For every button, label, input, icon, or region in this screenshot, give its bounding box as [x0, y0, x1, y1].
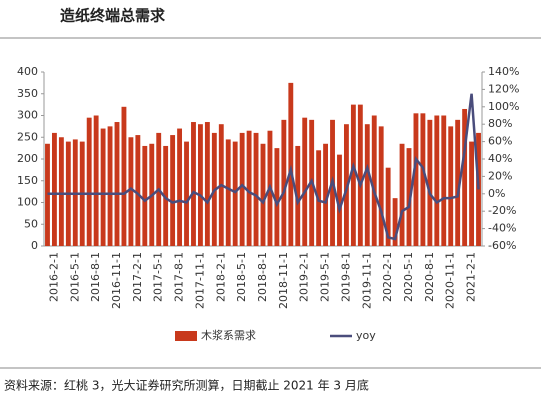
- y-tick-label: 0: [31, 239, 38, 252]
- bar: [239, 132, 245, 246]
- bar: [142, 145, 148, 246]
- y-tick-label: 200: [17, 152, 38, 165]
- bar: [246, 130, 252, 246]
- bar: [260, 143, 266, 246]
- bar: [197, 124, 203, 246]
- y-tick-label: 150: [17, 174, 38, 187]
- x-tick-label: 2019-8-1: [339, 252, 352, 302]
- x-tick-label: 2016-8-1: [89, 252, 102, 302]
- y2-tick-label: 100%: [488, 100, 519, 113]
- bar: [302, 117, 308, 246]
- x-tick-label: 2017-11-1: [193, 252, 206, 309]
- y2-tick-label: 120%: [488, 82, 519, 95]
- bar: [281, 119, 287, 246]
- bar: [121, 106, 127, 246]
- bar: [107, 126, 113, 246]
- x-tick-label: 2020-5-1: [402, 252, 415, 302]
- x-tick-label: 2020-2-1: [381, 252, 394, 302]
- y-tick-label: 400: [17, 65, 38, 78]
- bar: [434, 115, 440, 246]
- bar: [420, 113, 426, 246]
- bar: [232, 141, 238, 246]
- bar: [448, 126, 454, 246]
- x-tick-label: 2018-2-1: [214, 252, 227, 302]
- x-tick-label: 2018-11-1: [277, 252, 290, 309]
- bar: [58, 137, 64, 246]
- y-tick-label: 350: [17, 87, 38, 100]
- bar: [337, 154, 342, 246]
- x-tick-label: 2018-8-1: [256, 252, 269, 302]
- y-tick-label: 100: [17, 196, 38, 209]
- x-tick-label: 2016-2-1: [47, 252, 60, 302]
- y2-tick-label: 40%: [488, 152, 512, 165]
- bar: [392, 198, 398, 246]
- bar: [170, 135, 176, 246]
- source-note: 资料来源：红桃 3，光大证券研究所测算，日期截止 2021 年 3 月底: [4, 378, 369, 393]
- bar: [469, 141, 475, 246]
- x-tick-label: 2017-8-1: [173, 252, 186, 302]
- bar: [364, 124, 370, 246]
- bar: [350, 104, 356, 246]
- bar: [163, 145, 169, 246]
- y-tick-label: 250: [17, 130, 38, 143]
- x-tick-label: 2016-5-1: [68, 252, 81, 302]
- legend-swatch: [175, 331, 197, 341]
- y-tick-label: 50: [24, 217, 38, 230]
- bar: [406, 148, 412, 246]
- bar: [184, 141, 189, 246]
- y2-tick-label: -20%: [488, 204, 516, 217]
- legend-label: yoy: [356, 329, 376, 342]
- bar: [399, 143, 405, 246]
- bar: [86, 117, 92, 246]
- y2-tick-label: 80%: [488, 117, 512, 130]
- bar: [135, 135, 141, 246]
- bar: [371, 115, 377, 246]
- y-tick-label: 300: [17, 109, 38, 122]
- bar: [204, 122, 210, 246]
- bar: [462, 108, 468, 246]
- y2-tick-label: 0%: [488, 187, 505, 200]
- y2-tick-label: 20%: [488, 169, 512, 182]
- x-tick-label: 2016-11-1: [110, 252, 123, 309]
- legend-label: 木浆系需求: [201, 328, 256, 342]
- bar: [441, 115, 447, 246]
- x-tick-label: 2020-8-1: [423, 252, 436, 302]
- bar: [378, 126, 384, 246]
- bar: [323, 143, 329, 246]
- x-tick-label: 2019-11-1: [360, 252, 373, 309]
- bar: [177, 128, 183, 246]
- y2-tick-label: -40%: [488, 222, 516, 235]
- bar: [225, 139, 231, 246]
- bar: [93, 115, 99, 246]
- bar: [114, 122, 120, 246]
- bar: [427, 119, 433, 246]
- bar: [253, 132, 259, 246]
- y2-tick-label: -60%: [488, 239, 516, 252]
- chart-title: 造纸终端总需求: [60, 7, 166, 25]
- bar: [455, 119, 461, 246]
- bar: [413, 113, 419, 246]
- x-tick-label: 2018-5-1: [235, 252, 248, 302]
- bar: [51, 132, 57, 246]
- bar: [191, 122, 196, 246]
- x-tick-label: 2017-2-1: [131, 252, 144, 302]
- y2-tick-label: 140%: [488, 65, 519, 78]
- bar: [100, 128, 106, 246]
- x-tick-label: 2019-2-1: [298, 252, 311, 302]
- bar: [385, 167, 391, 246]
- x-tick-label: 2021-2-1: [465, 252, 478, 302]
- bar: [295, 145, 301, 246]
- bar: [128, 137, 134, 246]
- x-tick-label: 2020-11-1: [444, 252, 457, 309]
- x-tick-label: 2019-5-1: [319, 252, 332, 302]
- y2-tick-label: 60%: [488, 135, 512, 148]
- bar: [357, 104, 363, 246]
- line: [47, 93, 480, 241]
- bar: [288, 82, 294, 246]
- x-tick-label: 2017-5-1: [152, 252, 165, 302]
- bar: [274, 148, 280, 246]
